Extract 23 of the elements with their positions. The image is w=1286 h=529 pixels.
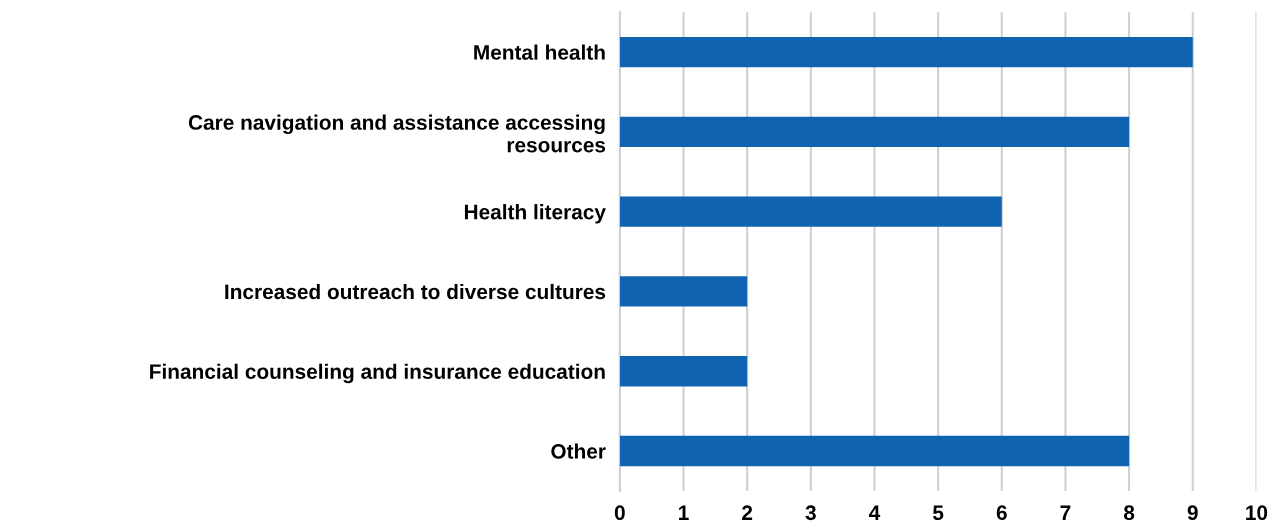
y-tick-label: Health literacy [464,204,606,224]
x-tick-label: 0 [614,505,625,521]
y-tick-label: Increased outreach to diverse cultures [225,283,606,300]
x-tick-label: 8 [1123,505,1135,521]
x-tick-label: 6 [996,505,1007,521]
x-tick-label: 4 [869,505,881,520]
x-tick-label: 1 [679,505,689,520]
bar [619,36,1193,68]
bar [619,196,1002,227]
bar [619,435,1130,467]
bar [619,276,748,307]
x-tick-label: 2 [742,505,753,520]
x-tick-label: 5 [932,505,944,521]
x-tick-label: 7 [1060,505,1071,520]
x-tick-label: 9 [1187,505,1198,521]
y-tick-label: Other [551,443,606,459]
y-tick-label: Financial counseling and insurance education [150,363,605,384]
bar [619,356,748,387]
x-tick-label: 10 [1246,505,1268,521]
x-tick-label: 3 [805,505,816,521]
bar [619,116,1130,148]
y-tick-label: Mental health [474,44,605,60]
y-tick-label: Care navigation and assistance accessing resources [188,114,606,153]
